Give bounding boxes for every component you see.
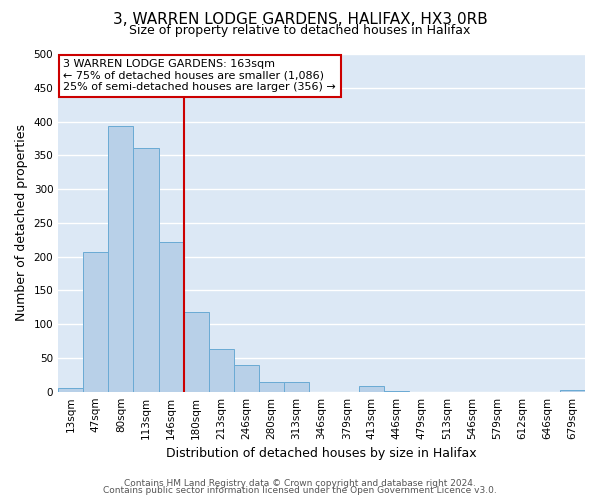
Text: 3, WARREN LODGE GARDENS, HALIFAX, HX3 0RB: 3, WARREN LODGE GARDENS, HALIFAX, HX3 0R… — [113, 12, 487, 28]
Bar — [385, 391, 409, 392]
Text: Size of property relative to detached houses in Halifax: Size of property relative to detached ho… — [130, 24, 470, 37]
Bar — [109, 126, 133, 392]
Bar — [259, 382, 284, 392]
Bar — [209, 349, 234, 392]
Bar — [184, 312, 209, 392]
Y-axis label: Number of detached properties: Number of detached properties — [15, 124, 28, 322]
Bar — [234, 364, 259, 392]
Bar — [560, 390, 585, 392]
X-axis label: Distribution of detached houses by size in Halifax: Distribution of detached houses by size … — [166, 447, 477, 460]
Text: 3 WARREN LODGE GARDENS: 163sqm
← 75% of detached houses are smaller (1,086)
25% : 3 WARREN LODGE GARDENS: 163sqm ← 75% of … — [64, 59, 336, 92]
Bar — [359, 386, 385, 392]
Bar — [158, 242, 184, 392]
Bar — [83, 252, 109, 392]
Bar — [58, 388, 83, 392]
Text: Contains public sector information licensed under the Open Government Licence v3: Contains public sector information licen… — [103, 486, 497, 495]
Bar — [133, 148, 158, 392]
Text: Contains HM Land Registry data © Crown copyright and database right 2024.: Contains HM Land Registry data © Crown c… — [124, 478, 476, 488]
Bar — [284, 382, 309, 392]
